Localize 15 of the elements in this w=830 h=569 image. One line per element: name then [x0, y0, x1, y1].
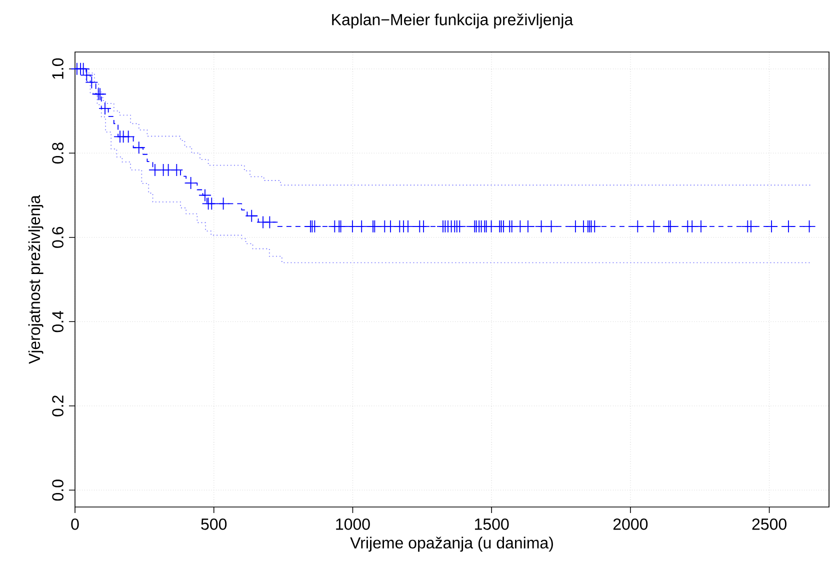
y-tick-label: 0.6: [52, 226, 64, 248]
y-tick-label: 0.8: [52, 142, 64, 164]
x-tick-label: 1000: [336, 518, 370, 530]
chart-title: Kaplan−Meier funkcija preživljenja: [332, 14, 574, 28]
x-tick-label: 1500: [475, 518, 509, 530]
x-tick-label: 500: [201, 518, 227, 530]
y-tick-label: 0.4: [52, 310, 64, 332]
x-tick-label: 2000: [613, 518, 648, 530]
y-axis-title: Vjerojatnost preživljenja: [28, 195, 44, 364]
y-tick-label: 1.0: [52, 58, 64, 79]
x-tick-label: 2500: [752, 518, 786, 530]
y-tick-label: 0.0: [52, 480, 64, 501]
y-tick-label: 0.2: [52, 396, 64, 416]
x-tick-label: 0: [71, 518, 79, 530]
x-axis-title: Vrijeme opažanja (u danima): [350, 536, 553, 552]
